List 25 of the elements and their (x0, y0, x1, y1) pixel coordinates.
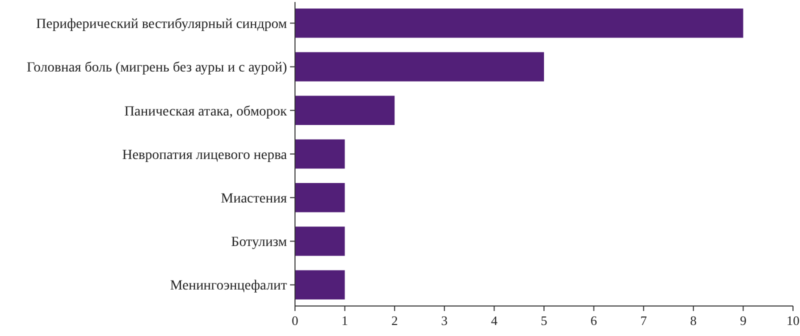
y-tick-label: Ботулизм (231, 235, 288, 250)
y-tick-label: Головная боль (мигрень без ауры и с аурой) (26, 60, 288, 76)
x-tick-label: 8 (690, 313, 697, 328)
y-tick-label: Миастения (220, 192, 288, 207)
bar (295, 183, 345, 212)
x-tick-label: 7 (640, 313, 648, 328)
x-tick-label: 10 (786, 313, 800, 328)
y-tick-label: Невропатия лицевого нерва (122, 148, 288, 163)
y-tick-label: Менингоэнцефалит (170, 278, 287, 294)
x-tick-label: 6 (590, 313, 598, 328)
bar (295, 8, 744, 38)
x-tick-label: 4 (490, 313, 498, 328)
x-tick-label: 5 (540, 313, 548, 328)
bar (295, 270, 345, 300)
x-tick-label: 3 (441, 313, 448, 328)
bar (295, 52, 544, 82)
bar (295, 139, 345, 169)
x-tick-label: 2 (391, 313, 398, 328)
x-tick-label: 9 (740, 313, 746, 328)
y-tick-label: Периферический вестибулярный синдром (36, 17, 288, 32)
y-tick-label: Паническая атака, обморок (124, 104, 288, 120)
bar (295, 96, 395, 125)
x-tick-label: 0 (292, 313, 298, 328)
x-tick-label: 1 (342, 313, 348, 328)
bar (295, 226, 345, 256)
